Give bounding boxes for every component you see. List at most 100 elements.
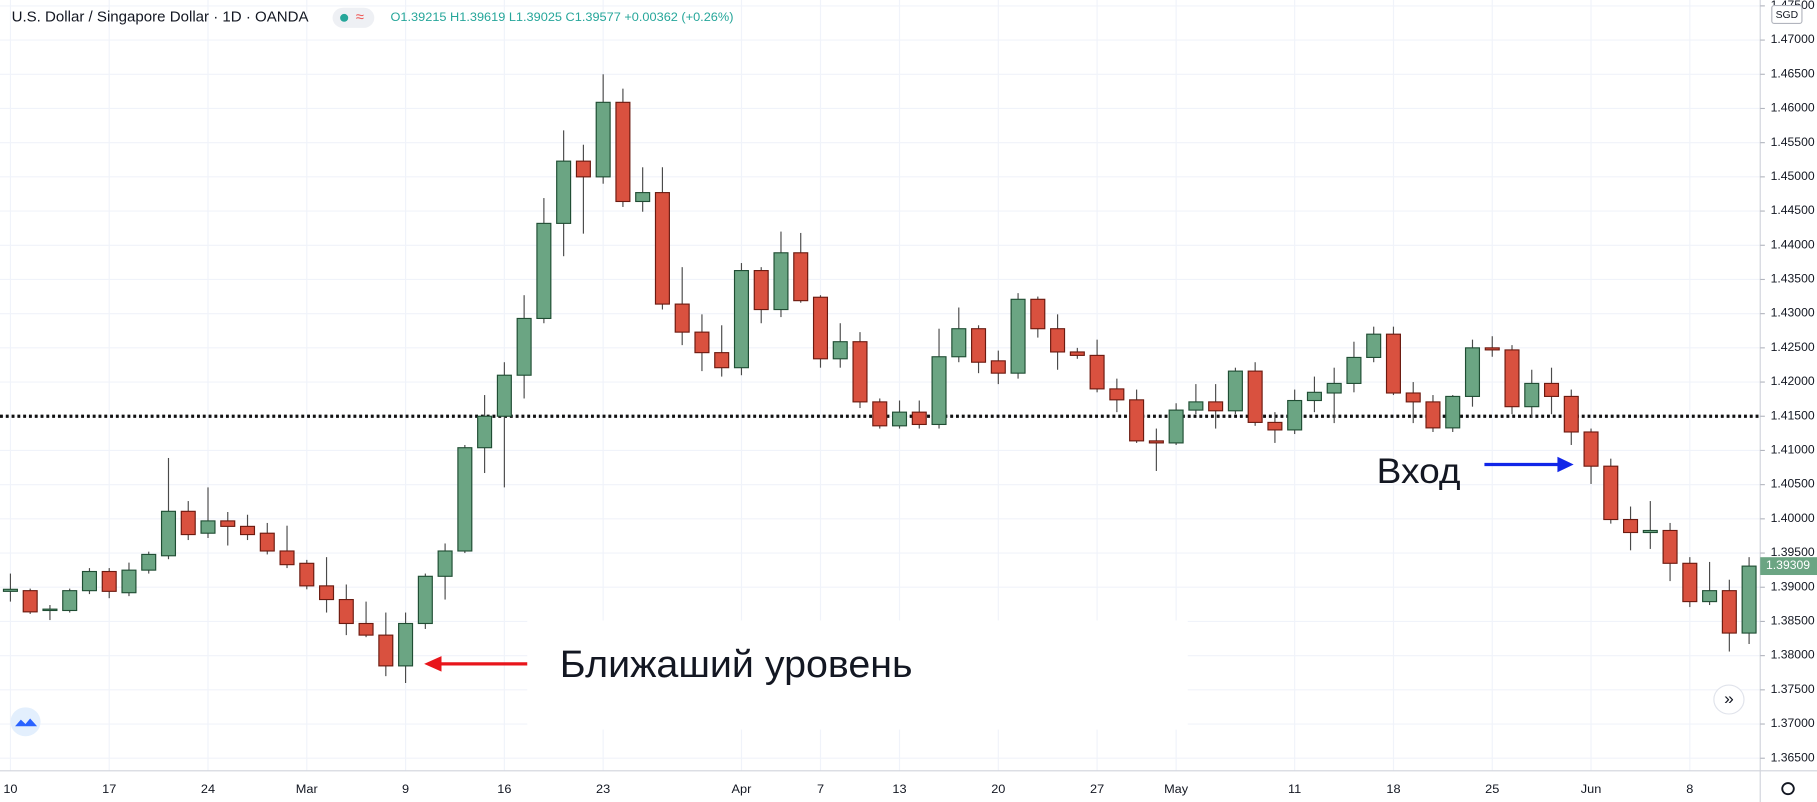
candle-body [1504, 349, 1520, 408]
x-tick-label: 25 [1485, 782, 1499, 796]
y-tick-label: 1.43500 [1771, 272, 1815, 286]
candle-body [753, 270, 769, 311]
candle-body [1484, 347, 1500, 351]
y-tick-label: 1.42000 [1771, 374, 1815, 388]
candle-body [101, 570, 117, 592]
scroll-icon: » [1724, 689, 1734, 708]
candle-body [200, 520, 216, 534]
currency-badge[interactable] [1771, 5, 1803, 24]
candle-body [121, 569, 137, 594]
candle-body [635, 192, 651, 203]
candle-body [931, 356, 947, 426]
candle-body [457, 447, 473, 552]
candle-body [1366, 333, 1382, 358]
candle-body [239, 525, 256, 536]
candle-body [1385, 333, 1401, 394]
x-tick-label: May [1164, 782, 1189, 796]
candle-body [891, 411, 908, 427]
y-tick-label: 1.37000 [1771, 716, 1815, 730]
x-tick-label: 11 [1288, 782, 1301, 796]
y-tick-label: 1.47000 [1771, 32, 1815, 46]
x-tick-label: 16 [497, 782, 511, 796]
x-tick-label: 10 [3, 782, 17, 796]
candle-body [1129, 399, 1145, 442]
logo-button[interactable] [10, 707, 41, 737]
settings-button[interactable] [1781, 782, 1795, 796]
candle-body [1662, 529, 1678, 564]
candle-body [654, 192, 670, 305]
candle-body [1287, 399, 1303, 431]
candle-body [2, 588, 18, 592]
y-tick-label: 1.44000 [1771, 238, 1815, 252]
y-tick-label: 1.40000 [1771, 511, 1815, 525]
status-icon: ≈ [356, 10, 364, 26]
candle-body [1425, 401, 1441, 429]
y-tick-label: 1.46000 [1771, 101, 1815, 115]
candle-body [1030, 298, 1046, 330]
candle-body [575, 160, 591, 178]
candle-body [1721, 590, 1737, 634]
candle-body [1563, 395, 1579, 433]
candle-body [1583, 431, 1599, 467]
candle-body [141, 553, 157, 571]
candle-body [299, 562, 315, 587]
x-tick-label: 18 [1386, 782, 1400, 796]
candle-body [1326, 382, 1342, 394]
y-tick-label: 1.37500 [1771, 682, 1815, 696]
candle-body [220, 520, 236, 527]
arrow-head [424, 656, 442, 672]
y-tick-label: 1.45500 [1771, 135, 1815, 149]
candle-body [358, 622, 374, 636]
candle-body [852, 341, 868, 403]
y-tick-label: 1.36500 [1771, 751, 1815, 765]
indicator-toggle[interactable] [332, 7, 375, 28]
candle-body [1208, 401, 1224, 412]
candle-body [674, 303, 690, 333]
candle-body [832, 341, 848, 360]
candle-body [338, 598, 354, 625]
candle-body [1405, 392, 1421, 403]
candle-body [496, 374, 512, 417]
candle-body [1682, 562, 1698, 603]
candle-body [1702, 590, 1718, 603]
x-tick-label: 9 [402, 782, 409, 796]
candle-body [279, 550, 295, 566]
annotation-box [527, 620, 1188, 730]
candle-body [595, 101, 611, 178]
last-price-label: 1.39309 [1766, 558, 1810, 572]
candle-body [971, 328, 987, 363]
x-tick-label: 24 [201, 782, 215, 796]
logo-icon [15, 718, 38, 727]
time-axis [0, 770, 1817, 802]
last-price-tag [1760, 557, 1817, 576]
candle-body [714, 352, 730, 369]
candle-body [1247, 370, 1263, 423]
y-tick-label: 1.38500 [1771, 614, 1815, 628]
candle-body [615, 101, 631, 203]
candle-body [1050, 328, 1066, 353]
currency-label: SGD [1776, 10, 1799, 21]
candle-body [1524, 382, 1540, 408]
candle-body [319, 585, 335, 601]
axis-labels: 1.36500 1.37000 1.37500 1.38000 1.38500 1.390… [3, 0, 1817, 796]
y-tick-label: 1.40500 [1771, 477, 1815, 491]
candle-body [911, 411, 927, 426]
annotation: Вход [1377, 450, 1461, 490]
candle-body [1168, 409, 1184, 444]
y-tick-label: 1.42500 [1771, 340, 1815, 354]
candle-body [477, 415, 493, 449]
candle-body [22, 590, 38, 613]
scroll-button[interactable] [1713, 684, 1745, 715]
candle-body [42, 608, 58, 612]
candle-body [1306, 391, 1322, 402]
candle-body [1623, 518, 1639, 534]
candle-body [694, 331, 710, 354]
candle-body [1543, 382, 1560, 397]
arrow-head [1557, 456, 1574, 473]
candle-body [180, 510, 196, 536]
candle-body [536, 222, 552, 320]
y-tick-label: 1.38000 [1771, 648, 1815, 662]
candle-body [1010, 298, 1026, 374]
ohlc-legend: O1.39215 H1.39619 L1.39025 C1.39577 +0.0… [391, 10, 734, 24]
